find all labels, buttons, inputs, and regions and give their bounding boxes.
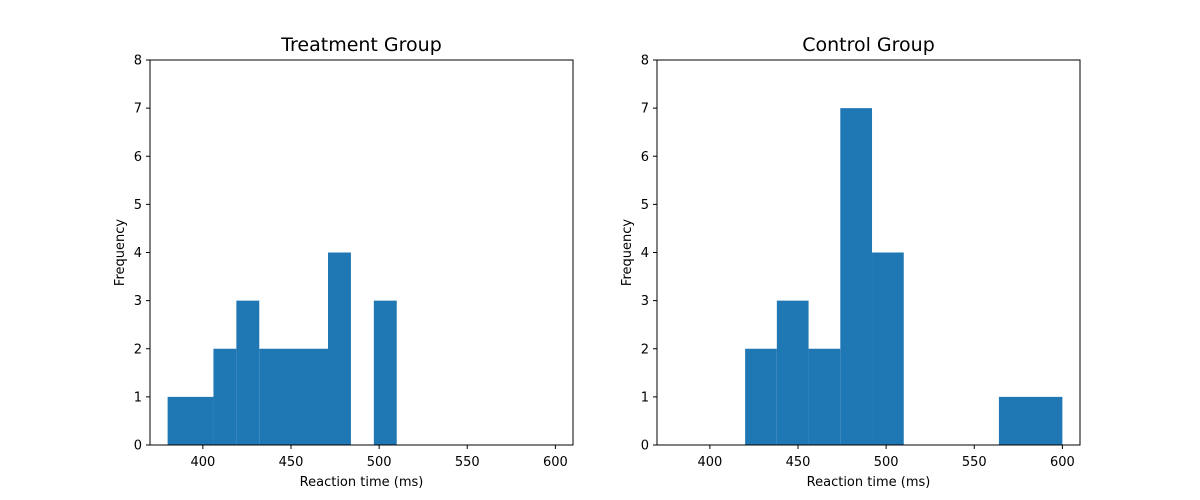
y-tick-label: 4 [134,246,142,261]
histogram-bar [808,348,841,445]
histogram-bar [872,252,904,445]
y-tick-label: 7 [134,102,142,117]
x-tick-label: 450 [279,455,304,470]
y-tick-label: 3 [641,294,649,309]
y-tick-label: 2 [641,342,649,357]
y-tick-label: 0 [134,439,142,454]
histogram-bar [167,396,214,445]
y-tick-label: 6 [134,150,142,165]
histogram-bar [840,108,873,445]
x-tick-label: 550 [962,455,987,470]
y-tick-label: 3 [134,294,142,309]
histogram-bar [776,300,809,445]
x-axis-label: Reaction time (ms) [807,475,931,490]
y-tick-label: 4 [641,246,649,261]
x-axis-label: Reaction time (ms) [300,475,424,490]
histogram-bar [998,396,1063,445]
y-tick-label: 6 [641,150,649,165]
control-histogram: 400 450 500 550 600 0 1 2 3 4 5 6 7 8 Control Group Rea… [620,34,1081,490]
histogram-bar [745,348,777,445]
histogram-bar [236,300,260,445]
y-tick-label: 8 [134,54,142,69]
y-tick-label: 1 [134,390,142,405]
chart-title: Control Group [802,34,935,56]
x-tick-label: 400 [190,455,215,470]
x-tick-label: 500 [874,455,899,470]
y-tick-label: 5 [641,198,649,213]
treatment-histogram: 400 450 500 550 600 0 1 2 3 4 5 6 7 8 Treatment Group R… [113,34,574,490]
y-axis-label: Frequency [113,219,128,286]
x-tick-label: 500 [367,455,392,470]
x-tick-label: 600 [1050,455,1075,470]
x-tick-label: 400 [697,455,722,470]
y-axis-label: Frequency [620,219,635,286]
histogram-bar [213,348,237,445]
x-tick-label: 450 [786,455,811,470]
histogram-bar [328,252,351,445]
y-tick-label: 1 [641,390,649,405]
histogram-bar [373,300,397,445]
y-tick-label: 0 [641,439,649,454]
chart-title: Treatment Group [280,34,442,56]
y-tick-label: 5 [134,198,142,213]
x-tick-label: 550 [455,455,480,470]
y-tick-label: 7 [641,102,649,117]
x-tick-label: 600 [543,455,568,470]
y-tick-label: 8 [641,54,649,69]
y-tick-label: 2 [134,342,142,357]
histogram-bar [259,348,329,445]
